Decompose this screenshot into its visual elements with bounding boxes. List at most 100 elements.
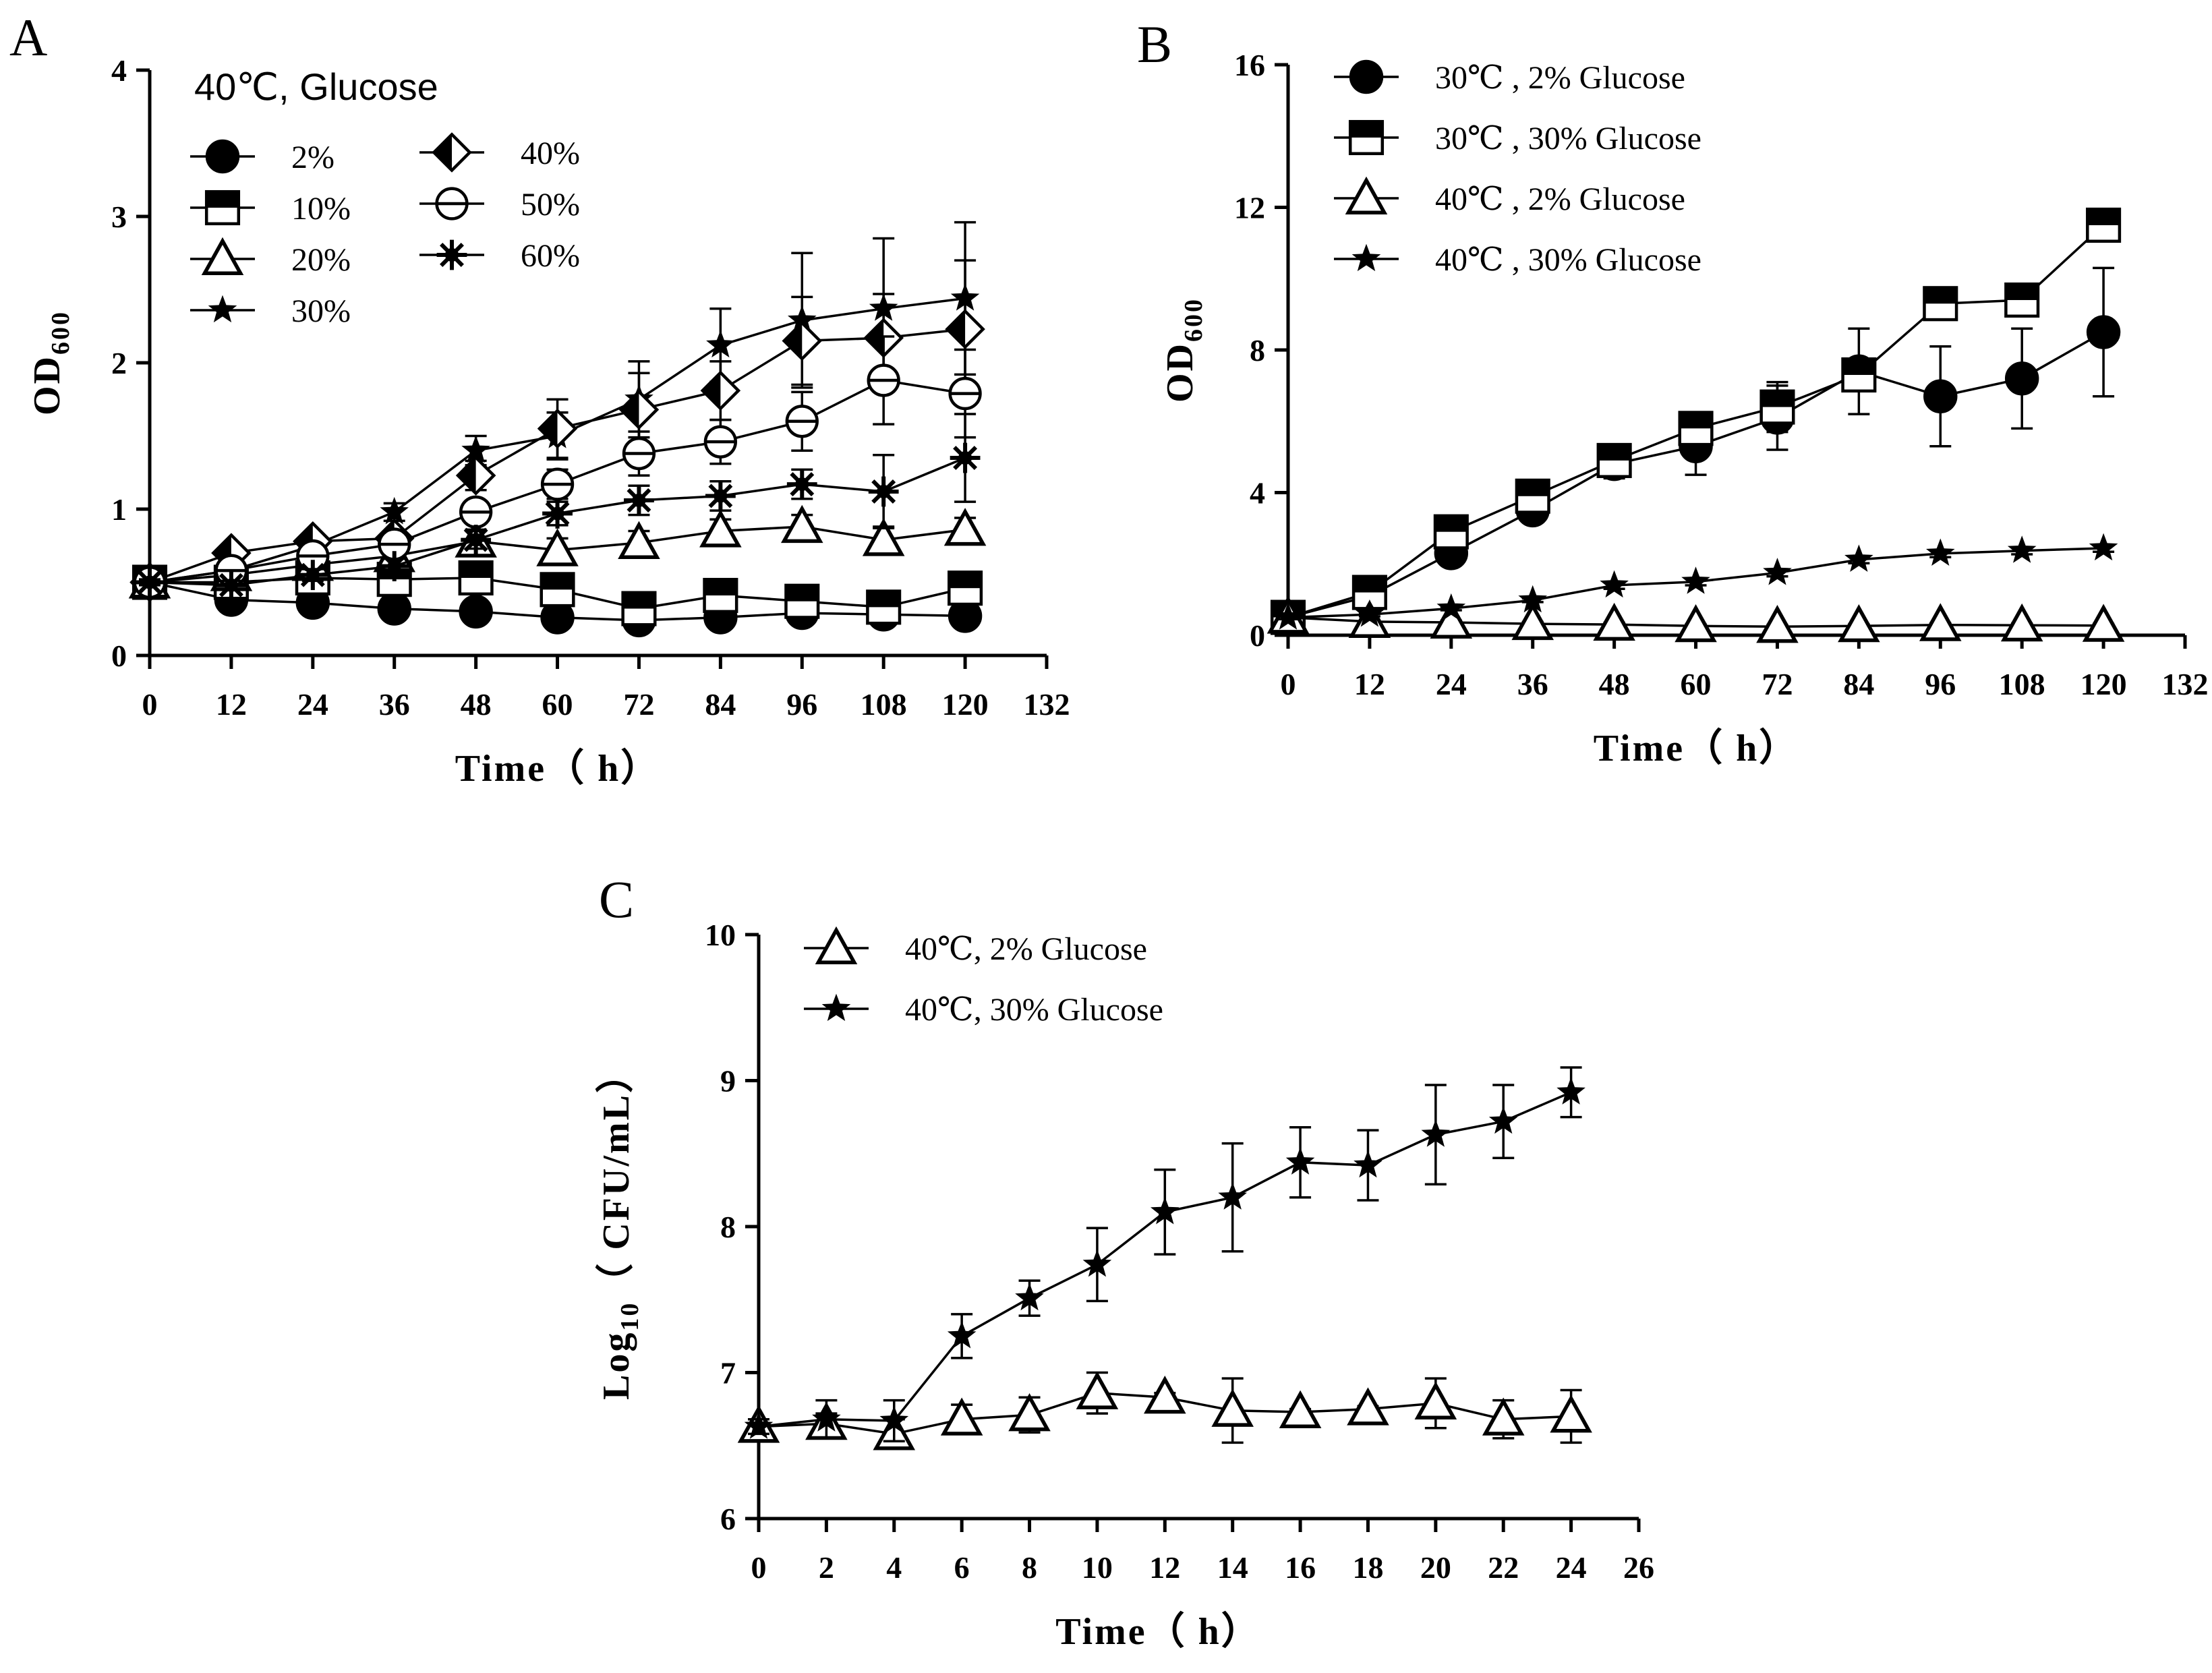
- data-point-a-1: [621, 591, 657, 626]
- data-point-a-4: [782, 320, 823, 361]
- legend-marker-a-3: [208, 295, 237, 323]
- data-point-a-5: [540, 467, 575, 501]
- legend-marker-a-6: [436, 239, 467, 270]
- data-point-b-3: [1355, 599, 1385, 627]
- series-c-0: [737, 1371, 1592, 1450]
- legend-label-a-0: 2%: [291, 140, 334, 175]
- data-point-a-1: [458, 560, 494, 596]
- data-point-b-0: [2086, 315, 2121, 349]
- data-point-b-1: [2086, 207, 2122, 243]
- x-tick-label-b: 120: [2080, 667, 2127, 701]
- panel-label-c: C: [599, 870, 634, 929]
- series-b-1: [1270, 207, 2122, 635]
- data-point-c-1: [879, 1405, 909, 1434]
- legend-item-a-2: 20%: [190, 237, 351, 278]
- x-tick-label-c: 14: [1217, 1550, 1248, 1585]
- legend-marker-a-4: [432, 132, 472, 173]
- data-point-b-3: [1763, 558, 1792, 585]
- legend-item-a-3: 30%: [190, 293, 351, 329]
- series-c-1: [744, 1066, 1585, 1443]
- data-point-b-3: [1681, 566, 1710, 594]
- x-axis-title-a: Time（ h）: [455, 747, 661, 790]
- legend-item-b-1: 30℃ , 30% Glucose: [1334, 119, 1701, 156]
- legend-marker-b-0: [1349, 59, 1384, 94]
- data-point-c-1: [1285, 1147, 1315, 1175]
- data-point-a-2: [536, 528, 579, 566]
- x-tick-label-a: 24: [297, 687, 328, 722]
- x-axis-title-b: Time（ h）: [1594, 727, 1799, 769]
- x-tick-label-c: 6: [954, 1550, 970, 1585]
- data-point-a-6: [950, 442, 981, 473]
- data-point-a-0: [377, 591, 411, 626]
- legend-marker-b-3: [1351, 243, 1381, 272]
- data-point-b-1: [2004, 282, 2040, 318]
- data-point-c-1: [1556, 1077, 1585, 1105]
- data-point-a-2: [699, 509, 742, 548]
- legend-marker-a-1: [204, 189, 241, 226]
- x-tick-label-a: 36: [379, 687, 410, 722]
- data-point-a-5: [459, 495, 493, 529]
- x-tick-label-c: 0: [751, 1550, 767, 1585]
- data-point-c-0: [1279, 1390, 1322, 1428]
- data-point-c-1: [1015, 1283, 1044, 1311]
- data-point-a-6: [461, 525, 492, 555]
- legend-marker-c-1: [821, 993, 851, 1022]
- x-tick-label-a: 0: [142, 687, 158, 722]
- legend-marker-a-0: [205, 139, 240, 174]
- x-tick-label-b: 72: [1762, 667, 1793, 701]
- legend-label-b-1: 30℃ , 30% Glucose: [1435, 121, 1701, 156]
- x-tick-label-a: 12: [216, 687, 247, 722]
- data-point-a-1: [703, 577, 738, 614]
- data-point-b-0: [1923, 379, 1958, 413]
- x-tick-label-b: 108: [1999, 667, 2045, 701]
- x-tick-label-a: 108: [861, 687, 907, 722]
- series-a-6: [134, 413, 981, 601]
- x-tick-label-a: 72: [623, 687, 654, 722]
- data-point-b-1: [1433, 514, 1469, 550]
- x-tick-label-c: 8: [1022, 1550, 1037, 1585]
- data-point-b-2: [1593, 602, 1635, 641]
- x-tick-label-c: 26: [1623, 1550, 1654, 1585]
- y-tick-label-c: 9: [720, 1064, 736, 1098]
- legend-item-a-5: 50%: [419, 187, 580, 223]
- data-point-c-0: [1414, 1381, 1457, 1419]
- legend-label-a-5: 50%: [521, 187, 580, 223]
- data-point-a-4: [700, 370, 741, 411]
- y-axis-title-b: OD600: [1159, 297, 1208, 403]
- data-point-a-1: [948, 570, 983, 606]
- data-point-c-0: [1076, 1371, 1119, 1409]
- x-tick-label-b: 12: [1354, 667, 1385, 701]
- data-point-a-3: [461, 435, 490, 463]
- data-point-c-1: [812, 1404, 841, 1432]
- data-point-b-2: [2082, 604, 2125, 642]
- data-point-c-0: [940, 1397, 983, 1436]
- data-point-a-4: [455, 455, 496, 496]
- data-point-b-3: [1844, 544, 1873, 572]
- y-tick-label-c: 10: [705, 918, 736, 952]
- data-point-c-1: [947, 1321, 977, 1349]
- x-tick-label-c: 22: [1488, 1550, 1519, 1585]
- data-point-c-1: [744, 1411, 774, 1439]
- legend-marker-b-2: [1345, 176, 1388, 215]
- x-tick-label-b: 24: [1436, 667, 1467, 701]
- data-point-c-0: [1482, 1397, 1525, 1436]
- legend-item-a-1: 10%: [190, 189, 351, 227]
- legend-label-c-0: 40℃, 2% Glucose: [905, 931, 1147, 967]
- data-point-b-2: [1675, 604, 1717, 643]
- data-point-a-5: [948, 376, 982, 411]
- x-tick-label-b: 36: [1517, 667, 1548, 701]
- legend-label-a-6: 60%: [521, 238, 580, 274]
- y-tick-label-b: 0: [1250, 618, 1265, 653]
- data-point-b-0: [2004, 361, 2039, 396]
- y-tick-label-a: 0: [111, 639, 127, 673]
- legend-label-b-2: 40℃ , 2% Glucose: [1435, 181, 1685, 217]
- legend-marker-a-5: [435, 187, 469, 221]
- x-tick-label-c: 16: [1285, 1550, 1316, 1585]
- legend-item-a-0: 2%: [190, 139, 334, 175]
- data-point-a-6: [379, 551, 410, 582]
- x-tick-label-b: 132: [2162, 667, 2209, 701]
- data-point-a-2: [780, 504, 823, 544]
- data-point-a-4: [945, 309, 985, 349]
- x-tick-label-b: 84: [1843, 667, 1874, 701]
